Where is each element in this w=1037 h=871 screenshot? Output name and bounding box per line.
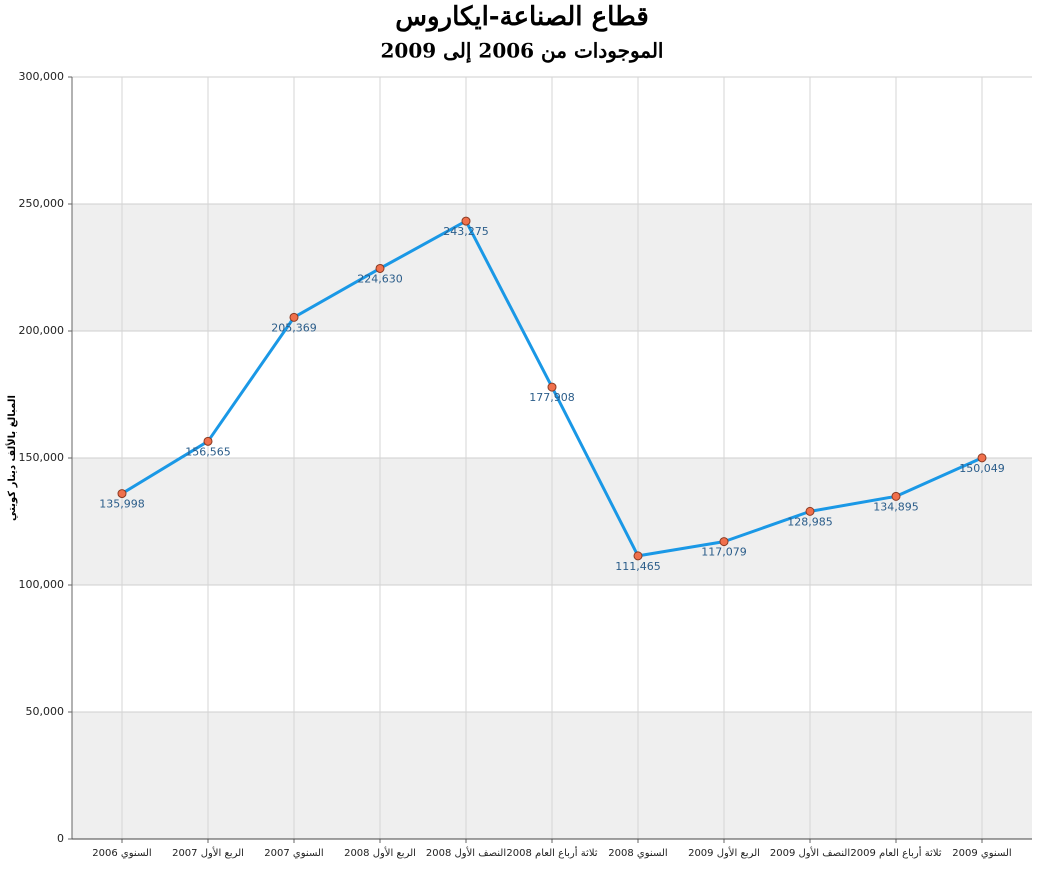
data-label: 150,049 [959, 462, 1005, 475]
data-point [633, 551, 643, 561]
x-tick-label: السنوي 2008 [608, 848, 667, 859]
x-tick-label: السنوي 2007 [264, 848, 323, 859]
data-label: 135,998 [99, 498, 145, 511]
y-axis-label: المبالغ بالألف دينار كويتي [5, 395, 18, 521]
x-tick-label: النصف الأول 2009 [770, 846, 850, 859]
data-label: 205,369 [271, 321, 317, 334]
x-tick-label: السنوي 2006 [92, 848, 151, 859]
data-label: 134,895 [873, 500, 919, 513]
x-tick-label: ثلاثة أرباع العام 2009 [850, 846, 941, 859]
data-point [289, 312, 299, 322]
data-point [977, 453, 987, 463]
data-point [461, 216, 471, 226]
data-label: 177,908 [529, 391, 575, 404]
chart-subtitle: الموجودات من 2006 إلى 2009 [381, 39, 664, 64]
data-label: 243,275 [443, 225, 489, 238]
data-label: 117,079 [701, 546, 747, 559]
y-tick-label: 300,000 [19, 70, 65, 83]
data-point [117, 489, 127, 499]
x-tick-label: الربع الأول 2008 [344, 846, 416, 859]
y-tick-label: 200,000 [19, 324, 65, 337]
y-tick-label: 150,000 [19, 451, 65, 464]
data-label: 128,985 [787, 515, 833, 528]
data-label: 156,565 [185, 445, 231, 458]
x-tick-label: الربع الأول 2007 [172, 846, 244, 859]
data-point [203, 436, 213, 446]
data-point [805, 506, 815, 516]
data-point [719, 537, 729, 547]
data-label: 224,630 [357, 272, 403, 285]
y-tick-label: 100,000 [19, 578, 65, 591]
chart-title: قطاع الصناعة-ايكاروس [395, 2, 649, 32]
y-tick-label: 0 [57, 832, 64, 845]
x-tick-label: النصف الأول 2008 [426, 846, 506, 859]
y-tick-label: 250,000 [19, 197, 65, 210]
x-tick-label: الربع الأول 2009 [688, 846, 760, 859]
data-point [891, 491, 901, 501]
data-point [547, 382, 557, 392]
y-tick-label: 50,000 [26, 705, 65, 718]
x-tick-label: ثلاثة أرباع العام 2008 [506, 846, 597, 859]
data-label: 111,465 [615, 560, 661, 573]
data-point [375, 263, 385, 273]
x-tick-label: السنوي 2009 [952, 848, 1011, 859]
